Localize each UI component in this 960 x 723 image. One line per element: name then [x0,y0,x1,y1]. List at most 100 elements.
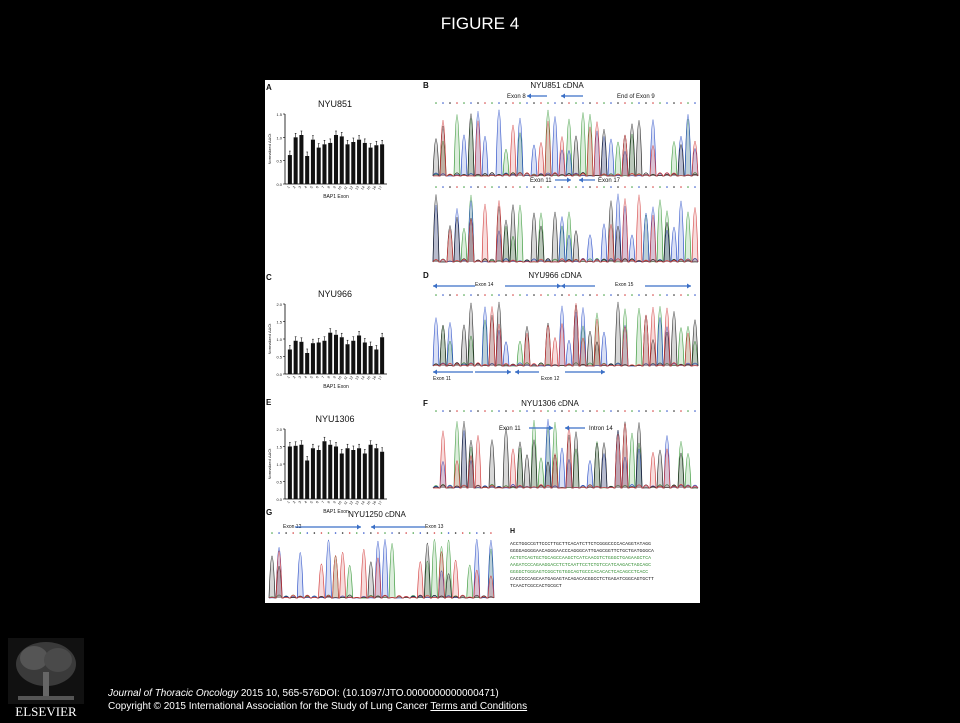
bar [316,147,321,184]
chromatogram-b2-base-call [540,186,542,188]
chromatogram-b1-base-call [470,102,472,104]
x-tick-label: 1 [286,375,290,379]
chromatogram-b2-base-call [435,186,437,188]
chromatogram-b2-base-call [526,186,528,188]
panel-title: NYU851 cDNA [530,81,584,90]
bar [328,142,333,184]
x-tick-label: 14 [360,185,366,191]
chromatogram-b2-base-call [470,186,472,188]
chromatogram-g-base-call [433,532,436,534]
panel-letter: A [266,83,272,92]
chromatogram-d-base-call [589,294,591,296]
bar [368,147,373,184]
chromatogram-d-base-call [477,294,479,296]
bar [362,342,367,374]
arrow-head [515,369,519,375]
y-tick-label: 0.5 [276,159,282,164]
chromatogram-f-base-call [596,410,598,412]
chromatogram-g-base-call [468,532,471,534]
chromatogram-d-base-call [680,294,682,296]
chromatogram-f-base-call [603,410,605,412]
bar [299,341,304,374]
bar [293,340,298,374]
chromatogram-b1-base-call [603,102,605,104]
panel-letter: F [423,399,428,408]
chromatogram-b1-base-call [673,102,675,104]
chromatogram-f-base-call [498,410,500,412]
x-tick-label: 3 [298,185,302,189]
elsevier-logo: ELSEVIER [8,638,84,719]
chromatogram-d-base-call [456,294,458,296]
chromatogram-g-base-call [348,532,351,534]
chromatogram-g-base-call [405,532,407,534]
figure-title: FIGURE 4 [440,14,520,33]
chromatogram-b2-base-call [477,186,479,188]
bar [305,156,310,184]
chromatogram-g-base-call [391,532,393,534]
chromatogram-d-base-call [519,294,521,296]
chromatogram-f-base-call [470,410,472,412]
chromatogram-b1-base-call [575,102,577,104]
chromatogram-b2-base-call [631,186,633,188]
journal-name: Journal of Thoracic Oncology [108,688,239,699]
chromatogram-d-base-call [463,294,465,296]
chromatogram-b1-base-call [435,102,437,104]
x-tick-label: 5 [309,500,313,504]
chromatogram-d-base-call [435,294,437,296]
chromatogram-b1-base-call [680,102,682,104]
chromatogram-g-base-call [292,532,294,534]
bar [287,349,292,374]
chromatogram-f-base-call [645,410,647,412]
chromatogram-b2-base-call [624,186,626,188]
x-tick-label: 9 [332,375,336,379]
chromatogram-b1-base-call [694,102,696,104]
chromatogram-f-base-call [533,410,535,412]
copyright-text: Copyright © 2015 International Associati… [108,701,428,712]
exon-label: Exon 8 [507,94,526,100]
x-tick-label: 5 [309,375,313,379]
chromatogram-b2-base-call [512,186,514,188]
chromatogram-g-base-call [398,532,400,534]
chromatogram-b2-base-call [666,186,668,188]
x-tick-label: 2 [292,375,296,379]
x-tick-label: 8 [327,500,331,504]
chromatogram-b1-base-call [659,102,661,104]
chromatogram-b2-base-call [491,186,493,188]
chromatogram-f-base-call [673,410,675,412]
chromatogram-d-base-call [512,294,514,296]
chromatogram-d-base-call [645,294,647,296]
bar [380,144,385,184]
chromatogram-b1-base-call [519,102,521,104]
arrow-head [601,369,605,375]
chromatogram-b1-base-call [638,102,640,104]
x-axis-label: BAP1 Exon [323,194,349,200]
arrow-head [357,524,361,530]
x-tick-label: 7 [321,375,325,379]
chromatogram-f-base-call [554,410,556,412]
chromatogram-d-base-call [610,294,612,296]
arrow-head [687,283,691,289]
chromatogram-b1-base-call [687,102,689,104]
chromatogram-b2-base-call [547,186,549,188]
chromatogram-f-base-call [575,410,577,412]
chromatogram-f-base-call [652,410,654,412]
terms-link[interactable]: Terms and Conditions [430,701,528,712]
chromatogram-b1-base-call [442,102,444,104]
chromatogram-g-base-call [278,532,280,534]
x-tick-label: 16 [372,500,378,506]
chromatogram-g-base-call [377,532,379,534]
bar [322,340,327,374]
chromatogram-b1-base-call [582,102,584,104]
chromatogram-g-base-call [454,532,457,534]
bar [339,337,344,374]
sequence-line: GGGGAGGGGAACAGGGAACCCAGGGCATTGAGCGGTTCTG… [510,548,654,554]
bar [374,145,379,184]
panel-sample-title: NYU851 [318,99,352,109]
chromatogram-f-base-call [687,410,689,412]
chromatogram-d-base-call [617,294,619,296]
sequence-line: TCAACTCGCCACTGCGCT [510,583,562,589]
x-tick-label: 2 [292,185,296,189]
chromatogram-b2-base-call [638,186,640,188]
chromatogram-b1-base-call [484,102,486,104]
